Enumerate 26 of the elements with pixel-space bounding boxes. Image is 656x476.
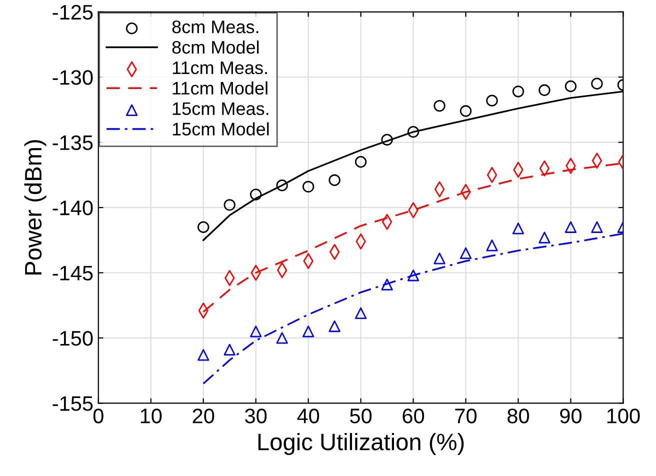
x-tick-label: 40: [297, 408, 320, 424]
y-tick-label: -130: [52, 70, 93, 85]
y-tick-label: -155: [52, 396, 93, 411]
legend-label: 15cm Model: [172, 122, 269, 136]
legend-label: 8cm Model: [172, 40, 259, 54]
legend-label: 11cm Meas.: [172, 62, 267, 74]
x-tick-label: 0: [93, 408, 104, 424]
x-tick-label: 80: [508, 408, 530, 424]
y-tick-label: -140: [52, 200, 93, 216]
y-axis-title: Power (dBm): [24, 140, 46, 274]
x-tick-label: 60: [402, 408, 424, 424]
x-tick-label: 20: [192, 408, 214, 424]
legend-label: 15cm Meas.: [172, 102, 268, 116]
y-tick-label: -145: [52, 266, 93, 280]
y-tick-label: -125: [52, 4, 93, 20]
y-tick-label: -135: [52, 135, 93, 150]
x-tick-label: 50: [350, 408, 372, 424]
x-tick-label: 100: [607, 408, 640, 424]
y-tick-label: -150: [52, 330, 93, 346]
x-tick-label: 70: [455, 408, 477, 424]
x-tick-label: 10: [140, 408, 162, 424]
x-tick-label: 30: [245, 408, 267, 424]
x-axis-title: Logic Utilization (%): [258, 433, 464, 456]
legend-label: 8cm Meas.: [172, 20, 258, 34]
legend-label: 11cm Model: [172, 81, 268, 95]
x-tick-label: 90: [560, 408, 582, 424]
